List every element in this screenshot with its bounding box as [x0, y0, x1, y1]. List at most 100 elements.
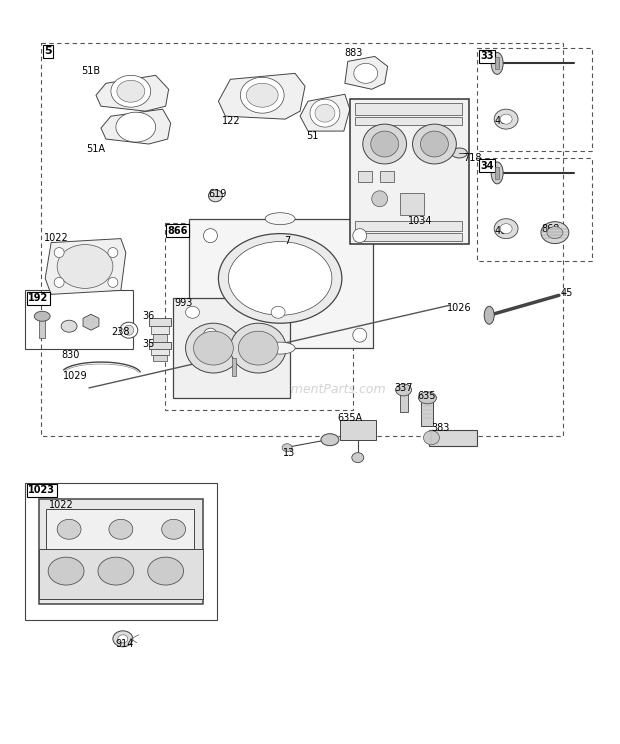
Text: 1022: 1022 [49, 501, 74, 510]
Polygon shape [345, 57, 388, 89]
Polygon shape [83, 314, 99, 330]
Ellipse shape [354, 63, 378, 83]
Ellipse shape [321, 434, 339, 446]
Bar [430, 430, 477, 446]
Ellipse shape [265, 342, 295, 354]
Ellipse shape [185, 323, 241, 373]
Ellipse shape [124, 325, 134, 335]
Bar [149, 342, 170, 349]
Ellipse shape [451, 148, 467, 158]
Text: 635A: 635A [338, 413, 363, 423]
Text: 866: 866 [167, 225, 188, 236]
Bar [25, 290, 133, 349]
Ellipse shape [315, 104, 335, 122]
Bar [355, 103, 463, 115]
Ellipse shape [423, 431, 440, 445]
Text: 5: 5 [44, 46, 52, 57]
Text: 34: 34 [480, 161, 494, 171]
Ellipse shape [265, 213, 295, 225]
Bar [153, 334, 167, 342]
Bar [172, 298, 290, 398]
Ellipse shape [108, 248, 118, 257]
Ellipse shape [116, 112, 156, 142]
Ellipse shape [494, 219, 518, 239]
Ellipse shape [494, 109, 518, 129]
Ellipse shape [491, 162, 503, 184]
Ellipse shape [208, 190, 223, 202]
Polygon shape [101, 109, 170, 144]
Ellipse shape [371, 131, 399, 157]
Ellipse shape [412, 124, 456, 164]
Text: eReplacementParts.com: eReplacementParts.com [234, 383, 386, 397]
Ellipse shape [484, 307, 494, 324]
Text: 40: 40 [494, 116, 507, 126]
Bar [422, 398, 433, 426]
Bar [41, 43, 563, 436]
Bar [25, 483, 218, 620]
Bar [400, 390, 407, 412]
Bar [355, 233, 463, 240]
Ellipse shape [113, 631, 133, 647]
Text: 51: 51 [306, 131, 319, 141]
Text: 718: 718 [463, 153, 482, 163]
Ellipse shape [353, 328, 367, 342]
Ellipse shape [109, 519, 133, 539]
Ellipse shape [108, 278, 118, 287]
Text: 1029: 1029 [63, 371, 88, 381]
Ellipse shape [541, 222, 569, 243]
Ellipse shape [98, 557, 134, 585]
Text: 337: 337 [394, 383, 413, 393]
Text: 7: 7 [284, 236, 290, 246]
Ellipse shape [203, 228, 218, 243]
Ellipse shape [420, 131, 448, 157]
Text: 13: 13 [283, 448, 295, 458]
Polygon shape [218, 74, 305, 119]
Bar [400, 193, 425, 215]
Ellipse shape [185, 307, 200, 318]
Bar [39, 316, 45, 339]
Bar [477, 158, 591, 260]
Text: 33: 33 [480, 51, 494, 62]
Text: 45: 45 [561, 289, 574, 298]
Text: 1023: 1023 [29, 486, 55, 496]
Ellipse shape [57, 245, 113, 289]
Ellipse shape [218, 234, 342, 323]
Ellipse shape [54, 248, 64, 257]
Bar [379, 171, 394, 182]
Ellipse shape [310, 99, 340, 127]
Bar [495, 167, 499, 179]
Text: 1026: 1026 [448, 304, 472, 313]
Bar [188, 219, 373, 348]
Ellipse shape [203, 328, 218, 342]
Ellipse shape [54, 278, 64, 287]
Ellipse shape [34, 311, 50, 321]
Text: 122: 122 [223, 116, 241, 126]
Text: 635: 635 [417, 391, 436, 401]
Ellipse shape [352, 452, 364, 463]
Bar [151, 326, 169, 334]
Bar [340, 420, 376, 440]
Bar [358, 171, 372, 182]
Ellipse shape [282, 443, 292, 452]
Text: 383: 383 [432, 423, 450, 433]
Text: 993: 993 [175, 298, 193, 308]
Ellipse shape [547, 227, 563, 239]
Ellipse shape [118, 635, 128, 643]
Bar [151, 349, 169, 355]
Ellipse shape [353, 228, 367, 243]
Ellipse shape [193, 331, 233, 365]
Ellipse shape [117, 80, 144, 102]
Text: 40: 40 [494, 225, 507, 236]
Ellipse shape [231, 323, 286, 373]
Ellipse shape [238, 331, 278, 365]
Ellipse shape [228, 242, 332, 315]
Bar [355, 117, 463, 125]
Text: 1034: 1034 [407, 216, 432, 225]
Ellipse shape [500, 224, 512, 234]
Ellipse shape [111, 75, 151, 107]
Ellipse shape [241, 77, 284, 113]
Ellipse shape [396, 384, 412, 396]
Bar [39, 549, 203, 599]
Ellipse shape [246, 83, 278, 107]
Ellipse shape [500, 114, 512, 124]
